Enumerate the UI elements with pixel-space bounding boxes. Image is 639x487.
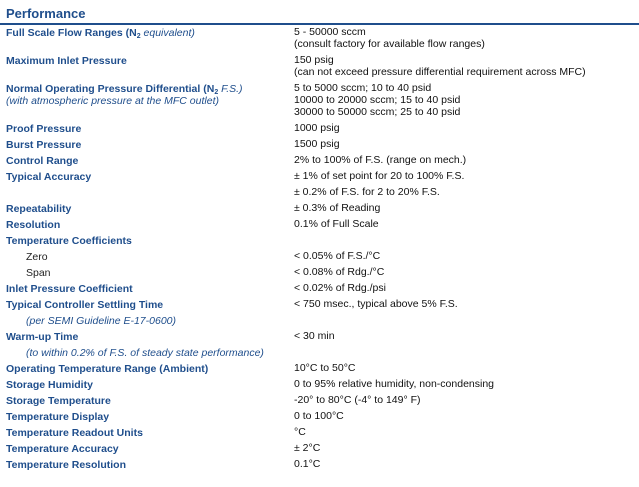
spec-value: -20° to 80°C (-4° to 149° F)	[294, 394, 421, 406]
spec-label: Temperature Readout Units	[6, 427, 143, 439]
spec-value-note: (consult factory for available flow rang…	[294, 38, 485, 50]
spec-sublabel: Zero	[26, 251, 48, 263]
spec-value: 10000 to 20000 sccm; 15 to 40 psid	[294, 94, 461, 106]
spec-label-note: (with atmospheric pressure at the MFC ou…	[6, 95, 219, 107]
spec-value-note: (can not exceed pressure differential re…	[294, 66, 586, 78]
spec-label: Storage Temperature	[6, 395, 111, 407]
spec-label: Full Scale Flow Ranges (N2 equivalent)	[6, 27, 195, 40]
spec-value: < 0.08% of Rdg./°C	[294, 266, 385, 278]
spec-label: Temperature Coefficients	[6, 235, 132, 247]
spec-label: Repeatability	[6, 203, 72, 215]
spec-label: Temperature Display	[6, 411, 110, 423]
spec-sublabel: Span	[26, 267, 51, 279]
spec-label: Control Range	[6, 155, 79, 167]
spec-value: ± 1% of set point for 20 to 100% F.S.	[294, 170, 465, 182]
spec-value: < 30 min	[294, 330, 335, 342]
spec-value: < 0.02% of Rdg./psi	[294, 282, 386, 294]
spec-value: 5 to 5000 sccm; 10 to 40 psid	[294, 82, 432, 94]
spec-label: Operating Temperature Range (Ambient)	[6, 363, 209, 375]
spec-label: Inlet Pressure Coefficient	[6, 283, 133, 295]
spec-label: Burst Pressure	[6, 139, 82, 151]
spec-value: 5 - 50000 sccm	[294, 26, 366, 38]
spec-label: Storage Humidity	[6, 379, 93, 391]
spec-label: Normal Operating Pressure Differential (…	[6, 83, 243, 96]
spec-value: 0 to 100°C	[294, 410, 344, 422]
spec-label: Maximum Inlet Pressure	[6, 55, 127, 67]
spec-value: 10°C to 50°C	[294, 362, 356, 374]
spec-label-note: (to within 0.2% of F.S. of steady state …	[26, 347, 264, 359]
spec-value: ± 0.2% of F.S. for 2 to 20% F.S.	[294, 186, 440, 198]
spec-value: 1500 psig	[294, 138, 340, 150]
spec-label: Typical Controller Settling Time	[6, 299, 164, 311]
spec-label-note: (per SEMI Guideline E-17-0600)	[26, 315, 176, 327]
spec-value: 0.1% of Full Scale	[294, 218, 379, 230]
spec-value: ± 2°C	[294, 442, 321, 454]
spec-value: ± 0.3% of Reading	[294, 202, 381, 214]
spec-label: Warm-up Time	[6, 331, 79, 343]
spec-value: 30000 to 50000 sccm; 25 to 40 psid	[294, 106, 461, 118]
spec-label: Proof Pressure	[6, 123, 82, 135]
spec-value: 0 to 95% relative humidity, non-condensi…	[294, 378, 495, 390]
spec-label: Temperature Resolution	[6, 459, 126, 471]
spec-label: Temperature Accuracy	[6, 443, 119, 455]
spec-value: 1000 psig	[294, 122, 340, 134]
spec-value: °C	[294, 426, 306, 438]
spec-value: < 0.05% of F.S./°C	[294, 250, 381, 262]
spec-value: 2% to 100% of F.S. (range on mech.)	[294, 154, 467, 166]
spec-label: Resolution	[6, 219, 61, 231]
spec-value: < 750 msec., typical above 5% F.S.	[294, 298, 458, 310]
spec-value: 150 psig	[294, 54, 334, 66]
spec-value: 0.1°C	[294, 458, 321, 470]
title-underline	[0, 23, 639, 25]
section-title: Performance	[6, 6, 86, 21]
spec-label: Typical Accuracy	[6, 171, 92, 183]
